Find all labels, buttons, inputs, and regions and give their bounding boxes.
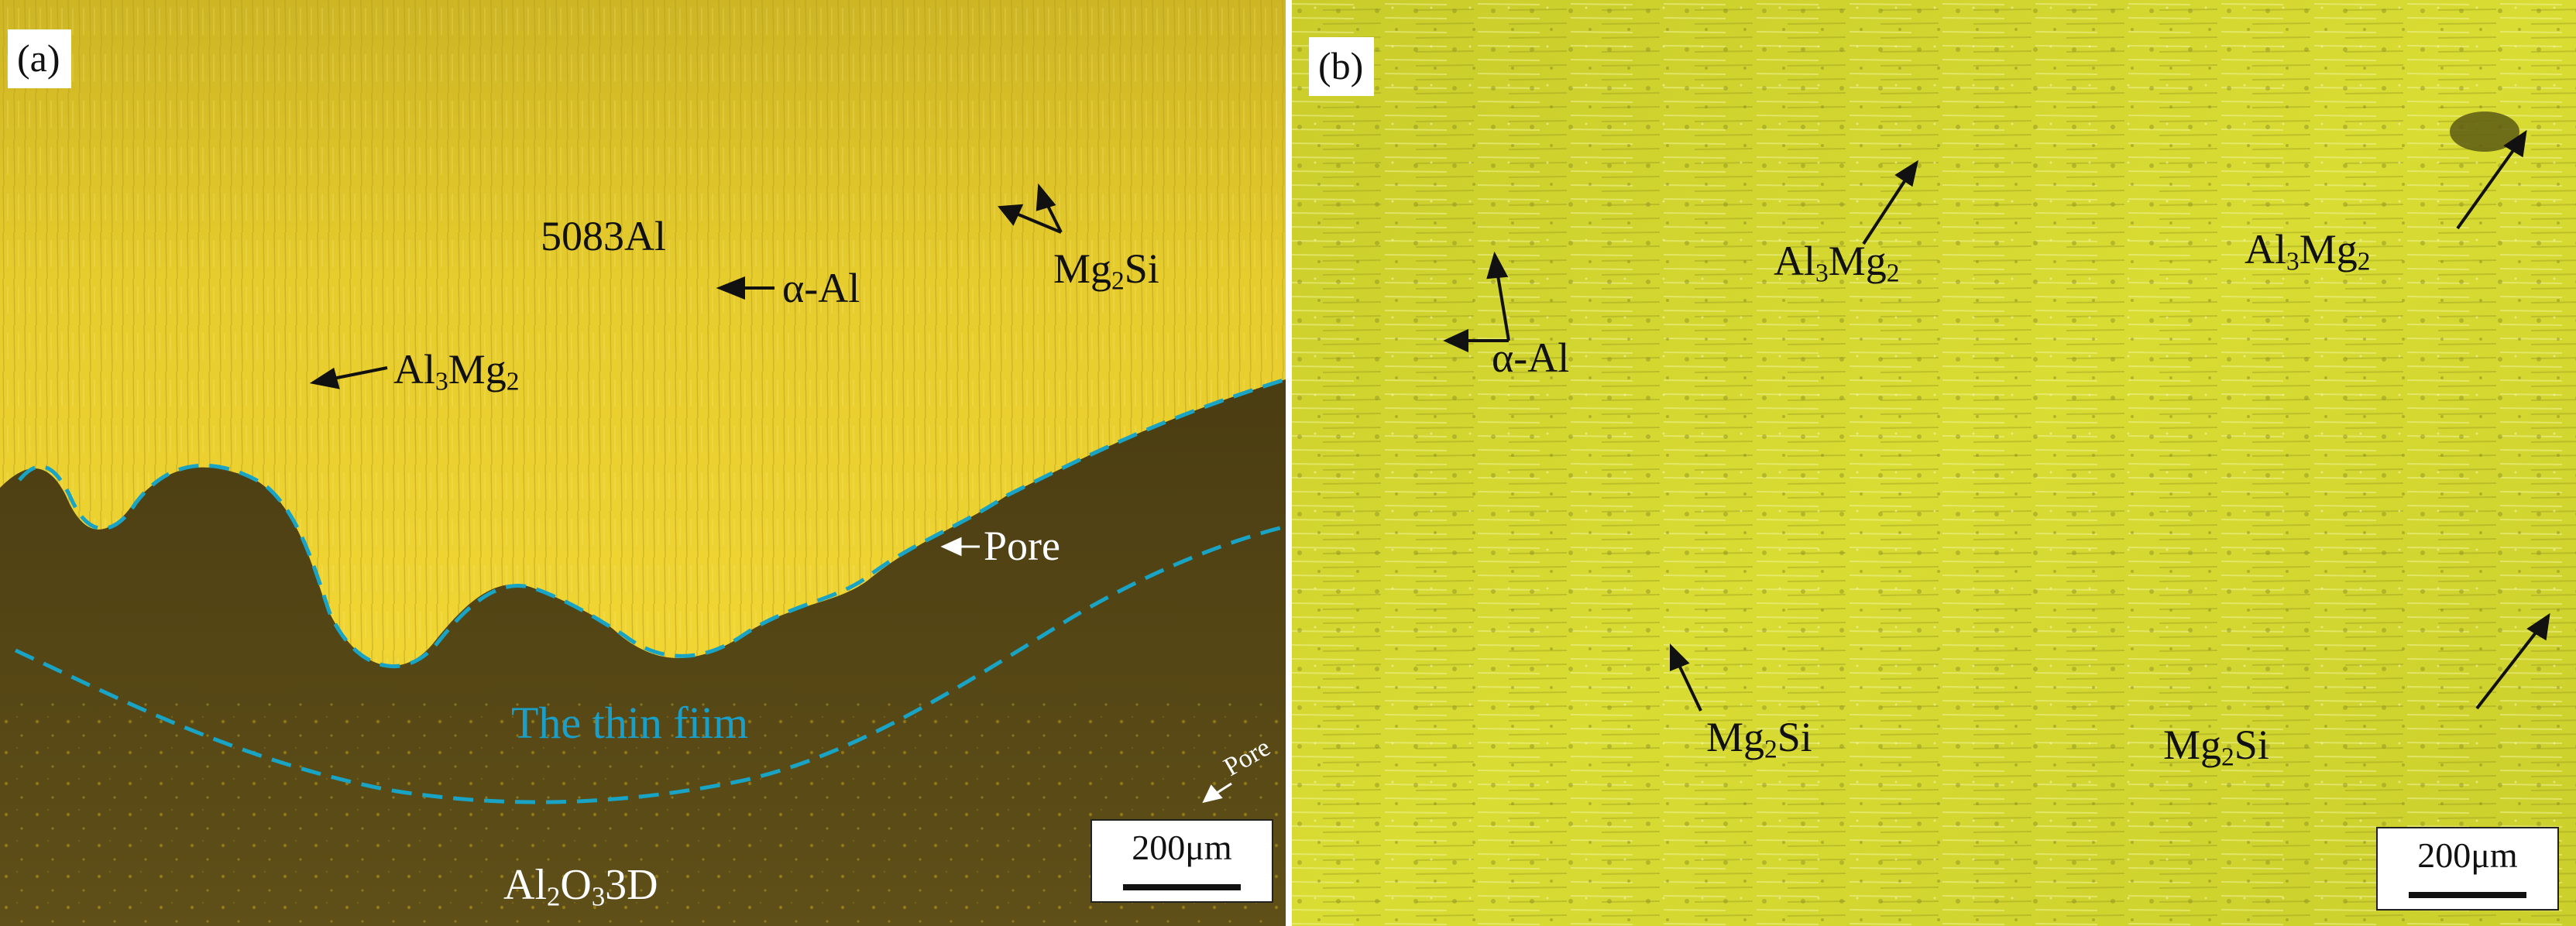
label-al3mg2: Al3Mg2 xyxy=(393,346,520,396)
label-pore: Pore xyxy=(984,523,1060,569)
scale-bar-label: 200μm xyxy=(1132,828,1232,867)
label-mg2si: Mg2Si xyxy=(1053,245,1159,296)
scale-bar-line xyxy=(1123,884,1241,890)
film-boundary-upper xyxy=(18,377,1286,669)
label-al3mg2-right: Al3Mg2 xyxy=(2245,226,2371,276)
panel-b-image xyxy=(1292,0,2576,926)
panel-b-letter: (b) xyxy=(1309,37,1375,96)
panel-a-letter: (a) xyxy=(8,29,71,88)
panel-a-image xyxy=(0,0,1286,926)
label-al3mg2-center: Al3Mg2 xyxy=(1774,238,1900,288)
panel-b-micrograph: (b) α-Al Al3Mg2 Al3Mg2 Mg2Si Mg2Si 200μm xyxy=(1292,0,2576,926)
label-thin-film: The thin fiim xyxy=(511,698,749,748)
film-boundary-lower xyxy=(14,524,1286,804)
panel-b-scale-bar: 200μm xyxy=(2376,827,2559,911)
label-al2o3-3d: Al2O33D xyxy=(503,861,658,912)
label-alpha-al: α-Al xyxy=(782,265,860,311)
panel-a-scale-bar: 200μm xyxy=(1091,819,1273,903)
scale-bar-line xyxy=(2409,892,2526,898)
label-mg2si-center: Mg2Si xyxy=(1706,714,1812,764)
panel-b-arrows xyxy=(1443,129,2550,712)
label-5083al: 5083Al xyxy=(541,213,666,259)
label-alpha-al: α-Al xyxy=(1492,334,1570,381)
scale-bar-label: 200μm xyxy=(2417,835,2518,875)
label-mg2si-right: Mg2Si xyxy=(2163,722,2269,772)
panel-a-arrows xyxy=(309,183,1063,389)
panel-a-micrograph: (a) 5083Al α-Al Mg2Si Al3Mg2 Pore Pore T… xyxy=(0,0,1286,926)
panel-divider xyxy=(1286,0,1292,926)
